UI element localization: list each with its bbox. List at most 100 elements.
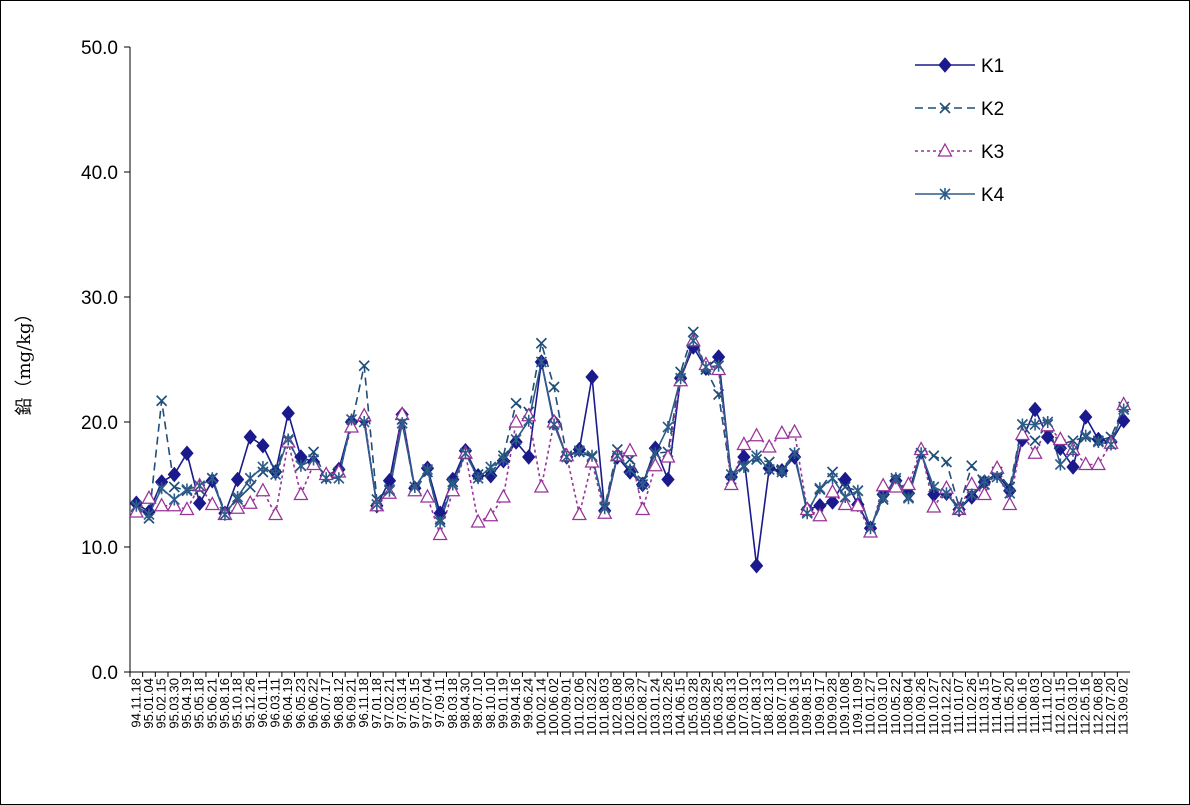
x-tick-label: 99.04.16	[508, 678, 523, 729]
x-tick-label: 98.03.18	[445, 678, 460, 729]
x-tick-label: 100.09.01	[559, 678, 574, 736]
data-point	[141, 489, 157, 504]
x-tick-label: 96.03.11	[268, 678, 283, 728]
x-tick-label: 99.06.24	[521, 678, 536, 729]
data-point	[295, 459, 307, 472]
x-tick-label: 111.08.03	[1027, 678, 1042, 734]
data-point	[599, 502, 611, 515]
x-tick-label: 109.11.09	[850, 678, 865, 735]
data-point	[738, 461, 750, 473]
data-point	[154, 497, 170, 512]
data-point	[1029, 418, 1041, 431]
data-point	[419, 488, 436, 503]
x-tick-label: 111.04.07	[989, 678, 1004, 734]
data-point	[1054, 458, 1066, 471]
x-tick-label: 110.05.22	[888, 678, 903, 735]
x-tick-label: 95.01.04	[141, 678, 156, 729]
x-tick-label: 101.02.06	[571, 678, 586, 736]
x-tick-label: 113.09.02	[1116, 678, 1131, 735]
data-point	[270, 468, 282, 481]
x-tick-label: 95.08.16	[217, 678, 232, 729]
data-point	[143, 508, 155, 521]
data-point	[675, 372, 687, 385]
data-point	[244, 481, 256, 493]
x-tick-label: 103.02.26	[660, 678, 675, 736]
data-point	[204, 496, 220, 511]
x-tick-label: 104.06.15	[673, 678, 688, 736]
data-point	[736, 436, 752, 451]
x-tick-label: 96.11.18	[356, 678, 371, 728]
data-point	[801, 507, 813, 520]
data-point	[890, 472, 902, 485]
data-point	[991, 471, 1003, 483]
data-point	[409, 481, 421, 493]
legend-label: K2	[981, 99, 1004, 120]
y-tick-label: 50.0	[81, 38, 118, 59]
data-point	[926, 498, 942, 513]
x-tick-label: 107.03.10	[736, 678, 751, 736]
data-point	[358, 360, 370, 372]
data-point	[282, 433, 294, 446]
x-tick-label: 111.01.07	[951, 678, 966, 734]
x-tick-label: 109.08.15	[799, 678, 814, 736]
legend-marker	[939, 188, 951, 200]
x-tick-label: 100.06.02	[546, 678, 561, 736]
data-point	[940, 456, 953, 468]
data-point	[194, 479, 206, 492]
data-point	[358, 416, 370, 428]
data-point	[687, 334, 699, 347]
data-point	[824, 483, 841, 498]
data-point	[333, 472, 345, 485]
data-point	[647, 457, 663, 472]
data-point	[687, 326, 699, 338]
data-point	[725, 468, 737, 481]
x-tick-label: 112.07.20	[1103, 678, 1118, 735]
data-point	[1004, 487, 1016, 500]
data-point	[814, 482, 826, 495]
x-tick-label: 98.04.30	[457, 678, 472, 729]
x-tick-label: 95.03.30	[166, 678, 181, 729]
data-point	[533, 478, 549, 493]
x-tick-label: 100.02.14	[533, 678, 548, 736]
data-point	[661, 471, 675, 488]
data-point	[1117, 412, 1131, 429]
data-point	[788, 447, 801, 460]
data-point	[928, 481, 940, 493]
data-point	[421, 463, 434, 476]
data-point	[1052, 431, 1068, 446]
data-point	[611, 449, 623, 462]
data-point	[888, 478, 904, 493]
x-tick-label: 101.08.03	[597, 678, 612, 736]
data-point	[622, 442, 638, 457]
data-point	[713, 388, 725, 401]
data-point	[776, 466, 788, 478]
x-tick-label: 97.05.15	[407, 678, 422, 729]
data-point	[1042, 416, 1054, 428]
data-point	[700, 361, 712, 373]
data-point	[219, 508, 231, 521]
y-tick-label: 10.0	[81, 538, 118, 559]
data-point	[168, 481, 180, 493]
x-tick-label: 109.09.28	[825, 678, 840, 736]
data-point	[206, 472, 218, 485]
legend-label: K1	[981, 56, 1004, 77]
x-tick-label: 97.02.21	[381, 678, 396, 729]
data-point	[281, 405, 295, 422]
data-point	[1029, 435, 1041, 447]
x-tick-label: 110.12.22	[938, 678, 953, 735]
data-point	[232, 491, 244, 503]
data-point	[180, 445, 194, 462]
x-tick-label: 112.05.16	[1078, 678, 1093, 735]
data-point	[483, 507, 499, 522]
data-point	[320, 472, 332, 485]
data-point	[585, 369, 599, 385]
data-point	[242, 494, 258, 509]
data-point	[1092, 436, 1104, 448]
data-point	[434, 516, 446, 528]
x-tick-label: 111.03.15	[976, 678, 991, 734]
x-tick-label: 109.10.08	[837, 678, 852, 736]
y-tick-label: 0.0	[92, 663, 118, 684]
data-point	[343, 418, 360, 433]
data-point	[850, 497, 866, 512]
x-tick-label: 110.10.27	[926, 678, 941, 735]
